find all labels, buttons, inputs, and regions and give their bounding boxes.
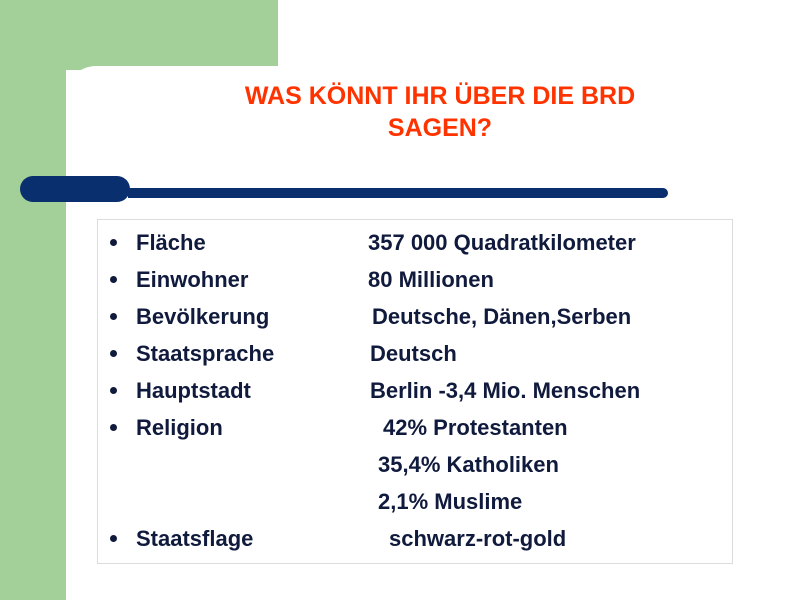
fact-label: Einwohner: [136, 267, 249, 292]
bullet-icon: [110, 313, 117, 320]
fact-value: Deutsche, Dänen,Serben: [372, 304, 632, 329]
slide-title: WAS KÖNNT IHR ÜBER DIE BRD SAGEN?: [190, 80, 690, 144]
fact-row-bevoelkerung: Bevölkerung Deutsche, Dänen,Serben: [98, 298, 732, 336]
bullet-icon: [110, 424, 117, 431]
fact-value: Berlin -3,4 Mio. Menschen: [370, 378, 641, 403]
slide-panel: [66, 66, 800, 600]
fact-row-flaeche: Fläche 357 000 Quadratkilometer: [98, 224, 732, 262]
title-line-2: SAGEN?: [387, 114, 493, 142]
fact-value: 35,4% Katholiken: [378, 452, 559, 477]
fact-row-staatsflage: Staatsflage schwarz-rot-gold: [98, 520, 732, 558]
green-side-band: [0, 0, 66, 600]
fact-row-staatsprache: Staatsprache Deutsch: [98, 335, 732, 373]
fact-value: 2,1% Muslime: [378, 489, 523, 514]
fact-label: Religion: [136, 415, 223, 440]
bullet-icon: [110, 535, 117, 542]
fact-value: schwarz-rot-gold: [389, 526, 567, 551]
fact-label: Hauptstadt: [136, 378, 251, 403]
bullet-icon: [110, 350, 117, 357]
bullet-icon: [110, 276, 117, 283]
fact-label: Staatsprache: [136, 341, 275, 366]
fact-label: Fläche: [136, 230, 206, 255]
bullet-icon: [110, 239, 117, 246]
fact-value: 80 Millionen: [368, 267, 494, 292]
fact-value: Deutsch: [370, 341, 457, 366]
fact-row-einwohner: Einwohner 80 Millionen: [98, 261, 732, 299]
title-line-1: WAS KÖNNT IHR ÜBER DIE BRD: [244, 82, 636, 110]
fact-value: 42% Protestanten: [383, 415, 568, 440]
fact-row-religion-3: 2,1% Muslime: [98, 483, 732, 521]
fact-value: 357 000 Quadratkilometer: [368, 230, 636, 255]
bullet-icon: [110, 387, 117, 394]
fact-row-religion: Religion 42% Protestanten: [98, 409, 732, 447]
fact-row-religion-2: 35,4% Katholiken: [98, 446, 732, 484]
fact-label: Staatsflage: [136, 526, 254, 551]
facts-box: Fläche 357 000 Quadratkilometer Einwohne…: [97, 219, 733, 564]
fact-row-hauptstadt: Hauptstadt Berlin -3,4 Mio. Menschen: [98, 372, 732, 410]
green-top-band: [66, 0, 278, 70]
title-underline-bar: [128, 188, 668, 198]
title-underline-cap: [20, 176, 130, 202]
fact-label: Bevölkerung: [136, 304, 270, 329]
